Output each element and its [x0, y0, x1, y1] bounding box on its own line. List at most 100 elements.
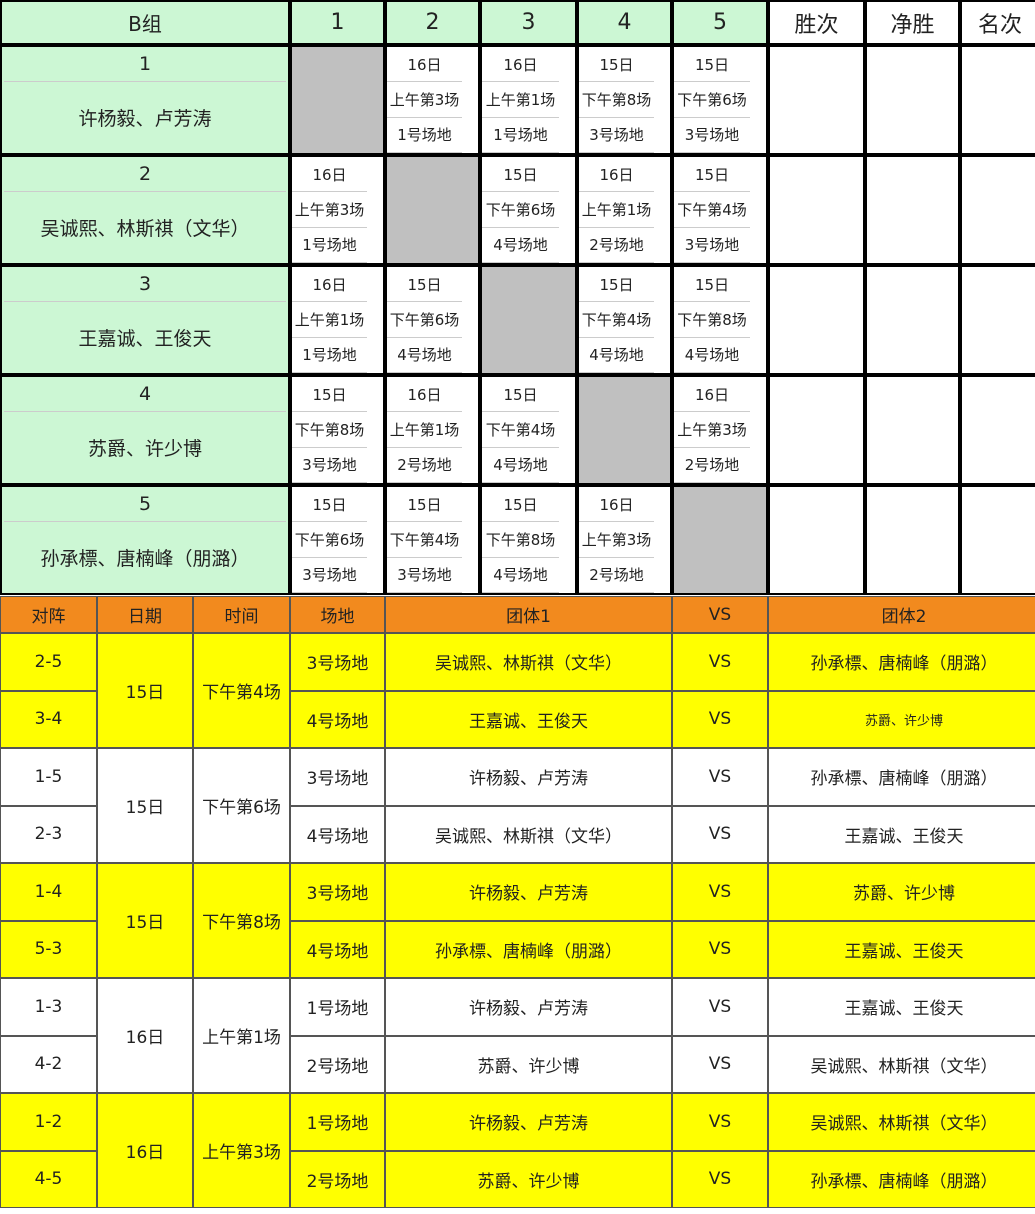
match-venue: 1号场地 [290, 978, 385, 1036]
match-team2: 王嘉诚、王俊天 [768, 920, 1035, 978]
schedule-date: 15日 [292, 377, 367, 413]
schedule-cell [480, 375, 577, 485]
schedule-date: 16日 [674, 377, 750, 413]
match-pair: 1-4 [0, 863, 97, 921]
match-team1: 许杨毅、卢芳涛 [385, 748, 672, 806]
stat-header: 胜次 [768, 0, 865, 45]
schedule-time: 上午第1场 [579, 192, 654, 228]
stat-cell [865, 155, 960, 265]
schedule-cell [290, 265, 385, 375]
match-date: 15日 [97, 633, 193, 748]
team-name: 许杨毅、卢芳涛 [78, 108, 212, 130]
schedule-cell [385, 375, 480, 485]
match-team2: 孙承標、唐楠峰（朋潞） [768, 1150, 1035, 1208]
schedule-date: 16日 [292, 267, 367, 303]
schedule-date: 15日 [579, 267, 654, 303]
schedule-cell [672, 155, 768, 265]
schedule-time: 上午第3场 [674, 412, 750, 448]
schedule-time: 上午第1场 [482, 82, 559, 118]
schedule-date: 15日 [482, 487, 559, 523]
match-venue: 3号场地 [290, 863, 385, 921]
schedule-date: 15日 [387, 487, 462, 523]
stat-cell [960, 45, 1035, 155]
empty-cell [385, 155, 480, 265]
schedule-cell [577, 45, 672, 155]
team-number: 5 [4, 487, 286, 522]
schedule-cell [672, 265, 768, 375]
stat-cell [960, 375, 1035, 485]
match-header: 对阵 [0, 596, 97, 633]
schedule-date: 15日 [482, 157, 559, 193]
schedule-venue: 3号场地 [674, 118, 750, 153]
schedule-date: 15日 [674, 157, 750, 193]
match-pair: 1-3 [0, 978, 97, 1036]
match-venue: 2号场地 [290, 1150, 385, 1208]
schedule-venue: 4号场地 [482, 448, 559, 483]
schedule-date: 15日 [674, 47, 750, 83]
match-time: 上午第1场 [193, 978, 290, 1093]
schedule-venue: 3号场地 [292, 448, 367, 483]
schedule-date: 16日 [292, 157, 367, 193]
match-team1: 苏爵、许少博 [385, 1035, 672, 1093]
column-header: 2 [385, 0, 480, 45]
match-venue: 1号场地 [290, 1093, 385, 1151]
team-block [0, 375, 290, 485]
schedule-time: 下午第8场 [292, 412, 367, 448]
schedule-venue: 3号场地 [674, 228, 750, 263]
team-name: 苏爵、许少博 [87, 438, 202, 460]
schedule-cell [577, 485, 672, 595]
schedule-venue: 3号场地 [292, 558, 367, 593]
match-time: 下午第6场 [193, 748, 290, 863]
match-venue: 4号场地 [290, 920, 385, 978]
match-team2: 孙承標、唐楠峰（朋潞） [768, 748, 1035, 806]
match-team1: 苏爵、许少博 [385, 1150, 672, 1208]
team-number: 1 [4, 47, 286, 82]
match-team1: 吴诚熙、林斯祺（文华） [385, 633, 672, 691]
column-header: 4 [577, 0, 672, 45]
stat-cell [768, 375, 865, 485]
match-venue: 2号场地 [290, 1035, 385, 1093]
schedule-cell [480, 155, 577, 265]
stat-cell [865, 265, 960, 375]
match-pair: 4-2 [0, 1035, 97, 1093]
team-number: 3 [4, 267, 286, 302]
schedule-time: 下午第4场 [387, 522, 462, 558]
empty-cell [672, 485, 768, 595]
schedule-cell [480, 45, 577, 155]
group-title: B组 [0, 0, 290, 45]
schedule-date: 16日 [387, 47, 462, 83]
stat-cell [960, 155, 1035, 265]
schedule-date: 16日 [387, 377, 462, 413]
schedule-date: 16日 [579, 487, 654, 523]
schedule-time: 上午第1场 [387, 412, 462, 448]
stat-cell [768, 265, 865, 375]
schedule-cell [577, 155, 672, 265]
column-header: 5 [672, 0, 768, 45]
schedule-time: 下午第8场 [674, 302, 750, 338]
schedule-time: 下午第4场 [482, 412, 559, 448]
schedule-venue: 3号场地 [579, 118, 654, 153]
schedule-time: 下午第6场 [387, 302, 462, 338]
empty-cell [290, 45, 385, 155]
match-pair: 2-3 [0, 805, 97, 863]
schedule-venue: 2号场地 [579, 228, 654, 263]
schedule-time: 下午第8场 [579, 82, 654, 118]
schedule-venue: 3号场地 [387, 558, 462, 593]
schedule-time: 下午第6场 [674, 82, 750, 118]
stat-cell [865, 375, 960, 485]
match-date: 16日 [97, 1093, 193, 1208]
match-team2: 孙承標、唐楠峰（朋潞） [768, 633, 1035, 691]
match-team2: 苏爵、许少博 [768, 863, 1035, 921]
schedule-time: 下午第6场 [292, 522, 367, 558]
schedule-cell [385, 45, 480, 155]
match-team1: 许杨毅、卢芳涛 [385, 1093, 672, 1151]
schedule-time: 下午第6场 [482, 192, 559, 228]
match-vs: VS [672, 1035, 768, 1093]
schedule-venue: 1号场地 [292, 338, 367, 373]
schedule-cell [672, 375, 768, 485]
match-header: 团体1 [385, 596, 672, 633]
stat-cell [865, 485, 960, 595]
schedule-venue: 1号场地 [482, 118, 559, 153]
match-date: 16日 [97, 978, 193, 1093]
